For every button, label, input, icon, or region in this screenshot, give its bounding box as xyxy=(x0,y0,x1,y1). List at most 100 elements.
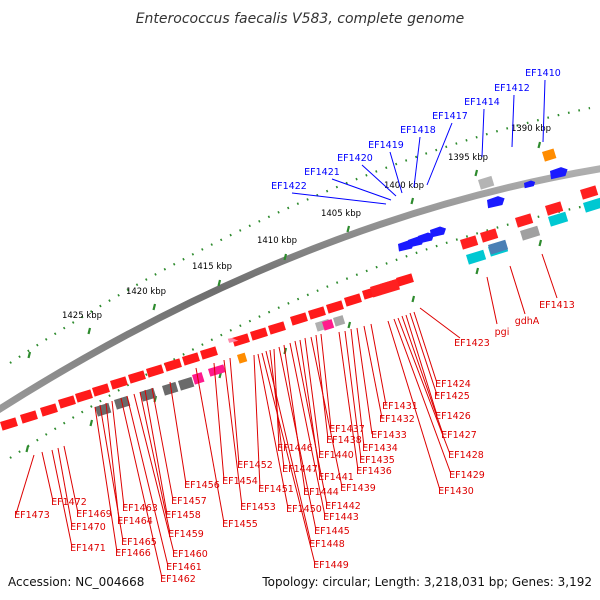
gene-label: gdhA xyxy=(515,316,540,327)
scale-tick xyxy=(346,225,351,233)
label-leader-line xyxy=(195,367,225,524)
accession-text: Accession: NC_004668 xyxy=(8,575,144,589)
gene-label: EF1420 xyxy=(337,153,373,164)
scale-tick xyxy=(87,327,92,335)
scale-label: 1410 kbp xyxy=(257,236,297,246)
inner-scale-track xyxy=(9,203,591,459)
gene-label: pgi xyxy=(495,327,510,338)
label-leader-line xyxy=(315,334,329,440)
label-leader-line xyxy=(344,330,362,460)
label-leader-line xyxy=(278,346,317,531)
gene-block-steelblue xyxy=(488,239,509,255)
forward-gene-block xyxy=(370,278,400,298)
forward-gene-block xyxy=(395,273,414,287)
label-leader-line xyxy=(397,317,451,455)
label-leader-line xyxy=(99,404,124,542)
forward-gene-block xyxy=(58,395,76,409)
label-leader-line xyxy=(486,276,498,325)
label-leader-line xyxy=(283,344,306,492)
label-leader-line xyxy=(405,314,438,416)
forward-gene-block xyxy=(146,364,164,378)
forward-gene-block xyxy=(250,327,268,341)
label-leader-line xyxy=(419,307,461,339)
gene-label: EF1424 xyxy=(435,379,471,390)
scale-label: 1405 kbp xyxy=(321,209,361,219)
scale-tick xyxy=(538,239,543,247)
label-leader-line xyxy=(63,445,79,514)
gene-label: EF1444 xyxy=(303,487,339,498)
label-leader-line xyxy=(133,393,175,554)
label-leader-line xyxy=(426,122,453,186)
gene-label: EF1432 xyxy=(379,414,415,425)
gene-label: EF1430 xyxy=(438,486,474,497)
gene-block-grey xyxy=(332,315,346,327)
scale-tick xyxy=(410,197,415,205)
label-leader-line xyxy=(269,349,285,469)
gene-label: EF1412 xyxy=(494,83,530,94)
forward-gene-block xyxy=(480,228,499,243)
label-leader-line xyxy=(94,406,118,553)
scale-label: 1390 kbp xyxy=(511,124,551,134)
label-leader-line xyxy=(169,381,187,485)
outer-scale-track xyxy=(9,106,591,364)
label-leader-line xyxy=(120,397,163,579)
gene-label: EF1428 xyxy=(448,450,484,461)
gene-label: EF1464 xyxy=(117,516,153,527)
gene-label: EF1458 xyxy=(165,510,201,521)
forward-gene-block xyxy=(110,376,128,390)
gene-label: EF1436 xyxy=(356,466,392,477)
label-leader-line xyxy=(363,325,383,419)
gene-label: EF1438 xyxy=(326,435,362,446)
gene-label: EF1461 xyxy=(166,562,202,573)
label-leader-line xyxy=(356,327,373,435)
label-leader-line xyxy=(57,447,73,527)
gene-label: EF1421 xyxy=(304,167,340,178)
label-leader-line xyxy=(350,328,365,448)
label-leader-line xyxy=(253,354,261,489)
gene-label: EF1435 xyxy=(359,455,395,466)
gene-block-grey xyxy=(478,175,495,190)
gene-label: EF1456 xyxy=(184,480,220,491)
label-leader-line xyxy=(105,402,120,521)
label-leader-line xyxy=(409,312,438,396)
gene-label: EF1473 xyxy=(14,510,50,521)
forward-gene-block xyxy=(0,417,18,431)
forward-gene-block xyxy=(308,306,326,320)
gene-block-orange xyxy=(237,352,248,364)
gene-label: EF1452 xyxy=(237,460,273,471)
gene-label: EF1413 xyxy=(539,300,575,311)
gene-label: EF1451 xyxy=(258,484,294,495)
scale-label: 1395 kbp xyxy=(448,153,488,163)
label-leader-line xyxy=(361,164,397,197)
label-leader-line xyxy=(320,333,332,429)
label-leader-line xyxy=(111,400,125,508)
forward-gene-block xyxy=(164,358,182,372)
label-leader-line xyxy=(304,337,321,455)
reverse-gene-blue xyxy=(418,232,434,244)
forward-gene-block xyxy=(127,370,146,384)
scale-tick xyxy=(89,419,94,427)
genome-backbone xyxy=(0,165,600,413)
gene-label: EF1457 xyxy=(171,496,207,507)
label-leader-line xyxy=(413,136,421,188)
forward-gene-block xyxy=(182,352,200,366)
gene-block-cyan xyxy=(547,211,569,227)
gene-label: EF1414 xyxy=(464,97,500,108)
label-leader-line xyxy=(15,454,35,515)
gene-label: EF1423 xyxy=(454,338,490,349)
gene-label: EF1450 xyxy=(286,504,322,515)
gene-label: EF1443 xyxy=(323,512,359,523)
gene-label: EF1460 xyxy=(172,549,208,560)
forward-gene-block xyxy=(92,383,110,397)
gene-label: EF1419 xyxy=(368,140,404,151)
reverse-gene-blue xyxy=(524,180,536,189)
gene-label: EF1426 xyxy=(435,411,471,422)
gene-block-pink xyxy=(322,319,335,331)
gene-label: EF1471 xyxy=(70,543,106,554)
label-leader-line xyxy=(310,336,343,488)
scale-tick xyxy=(217,279,222,287)
forward-gene-block xyxy=(232,333,250,347)
label-leader-line xyxy=(144,389,168,515)
label-leader-line xyxy=(393,318,452,475)
